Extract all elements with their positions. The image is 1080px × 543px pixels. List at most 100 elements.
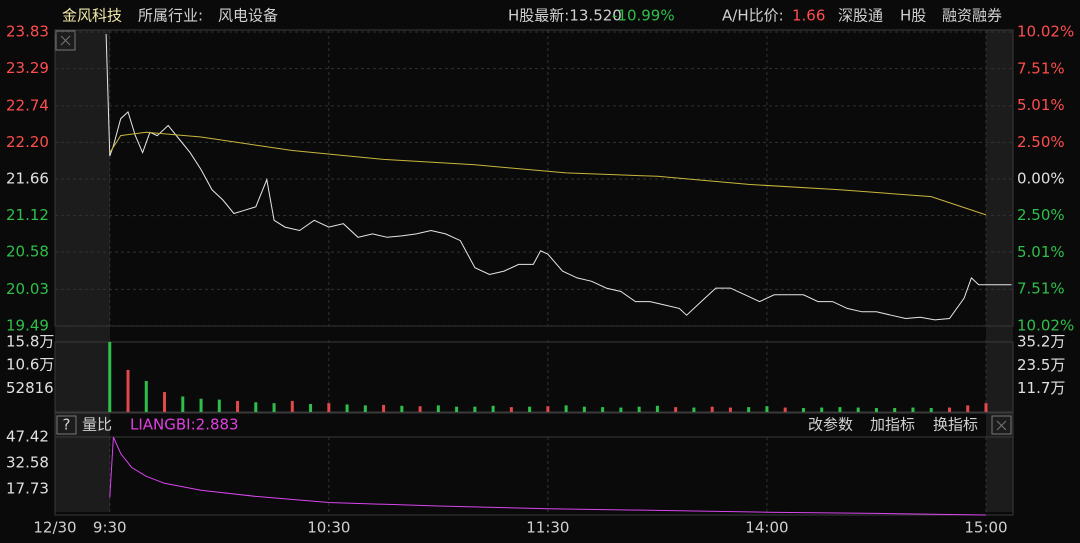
volume-bar [893, 408, 897, 412]
volume-bar [144, 380, 148, 412]
volume-bar [327, 403, 331, 412]
price-panel [54, 29, 1014, 327]
volume-bar [966, 405, 970, 412]
volume-bar [619, 407, 623, 412]
volume-bar [236, 400, 240, 412]
x-tick-label: 11:30 [526, 519, 569, 537]
volume-bar [874, 408, 878, 412]
close-indicator[interactable] [991, 415, 1012, 435]
indicator-name[interactable]: 量比 [82, 416, 112, 434]
h-price: H股最新:13.520 [508, 7, 622, 25]
toolbar-button[interactable]: 换指标 [933, 416, 978, 434]
x-tick-label: 15:00 [964, 519, 1007, 537]
volume-bar [199, 398, 203, 412]
volume-bar [692, 407, 696, 412]
y2-tick-label: 23.5万 [1017, 356, 1065, 374]
volume-bar [400, 405, 404, 412]
x-tick-label: 9:30 [93, 519, 127, 537]
series-line [109, 436, 987, 516]
icon-box [991, 415, 1012, 435]
toolbar: ? 量比 LIANGBI:2.883 改参数 加指标 换指标 [56, 415, 1012, 435]
y-tick-label: 22.20 [6, 133, 49, 151]
volume-bar [601, 407, 605, 412]
date-label: 12/30 [33, 519, 76, 537]
volume-bar [290, 400, 294, 412]
icon-stroke [996, 420, 1007, 431]
y-tick-label: 20.03 [6, 280, 49, 298]
volume-bar [309, 404, 313, 412]
volume-bar [747, 407, 751, 412]
volume-bar [564, 405, 568, 412]
y-tick-label: 22.74 [6, 96, 49, 114]
volume-bar [911, 407, 915, 412]
post-close-area [986, 30, 1013, 512]
series-line [109, 131, 987, 216]
y2-tick-label: 35.2万 [1017, 333, 1065, 351]
volume-bar [820, 407, 824, 412]
volume-bar [765, 406, 769, 412]
y-tick-label: 32.58 [6, 454, 49, 472]
help-button[interactable]: ? [63, 416, 71, 434]
volume-panel [54, 341, 1014, 413]
shading [55, 30, 1013, 512]
y-tick-label: 17.73 [6, 480, 49, 498]
indicator-readout: LIANGBI:2.883 [130, 416, 239, 434]
volume-bar [637, 406, 641, 412]
indicator-panel [54, 436, 1014, 516]
volume-bar [108, 342, 112, 412]
y2-tick-label: 0.00% [1017, 170, 1065, 188]
volume-bar [473, 406, 477, 412]
y2-tick-label: 5.01% [1017, 96, 1065, 114]
y2-tick-label: 7.51% [1017, 59, 1065, 77]
panel-borders [54, 29, 1014, 516]
y2-tick-label: 2.50% [1017, 133, 1065, 151]
help-box[interactable] [56, 415, 77, 435]
y-tick-label: 23.29 [6, 59, 49, 77]
icon-box [55, 30, 76, 51]
volume-bar [947, 407, 951, 412]
volume-bar [801, 408, 805, 412]
toolbar-button[interactable]: 改参数 [808, 416, 853, 434]
volume-bar [546, 406, 550, 412]
volume-bar [838, 407, 842, 412]
volume-bar [382, 404, 386, 412]
y-tick-label: 47.42 [6, 428, 49, 446]
volume-bar [181, 396, 185, 412]
y-tick-label: 21.12 [6, 206, 49, 224]
y-tick-label: 10.6万 [6, 356, 54, 374]
volume-bar [528, 406, 532, 412]
y-tick-label: 19.49 [6, 317, 49, 335]
volume-bar [929, 408, 933, 412]
tag[interactable]: 深股通 [838, 7, 883, 25]
volume-bar [655, 405, 659, 412]
volume-bar [254, 402, 258, 412]
volume-bar [674, 407, 678, 412]
volume-bar [728, 407, 732, 412]
series-line [105, 33, 1012, 321]
y2-tick-label: 11.7万 [1017, 379, 1065, 397]
y2-tick-label: 5.01% [1017, 243, 1065, 261]
volume-bar [363, 405, 367, 412]
volume-bar [272, 403, 276, 412]
volume-bar [710, 406, 714, 412]
icon-stroke [60, 35, 71, 46]
tag[interactable]: 融资融券 [942, 7, 1002, 25]
volume-bar [217, 399, 221, 412]
y-tick-label: 21.66 [6, 170, 49, 188]
y-tick-label: 52816 [6, 379, 54, 397]
y2-tick-label: 7.51% [1017, 280, 1065, 298]
toolbar-button[interactable]: 加指标 [870, 416, 915, 434]
volume-bar [418, 406, 422, 412]
industry[interactable]: 风电设备 [218, 7, 278, 25]
stock-name: 金风科技 [62, 7, 122, 25]
volume-bar [345, 404, 349, 412]
volume-bar [126, 369, 130, 412]
volume-bar [783, 407, 787, 412]
volume-bar [436, 405, 440, 412]
volume-bar [582, 406, 586, 412]
y-tick-label: 20.58 [6, 243, 49, 261]
tag[interactable]: H股 [900, 7, 926, 25]
volume-bar [856, 407, 860, 412]
ah-label: A/H比价: [722, 7, 784, 25]
close-icon[interactable] [55, 30, 76, 51]
